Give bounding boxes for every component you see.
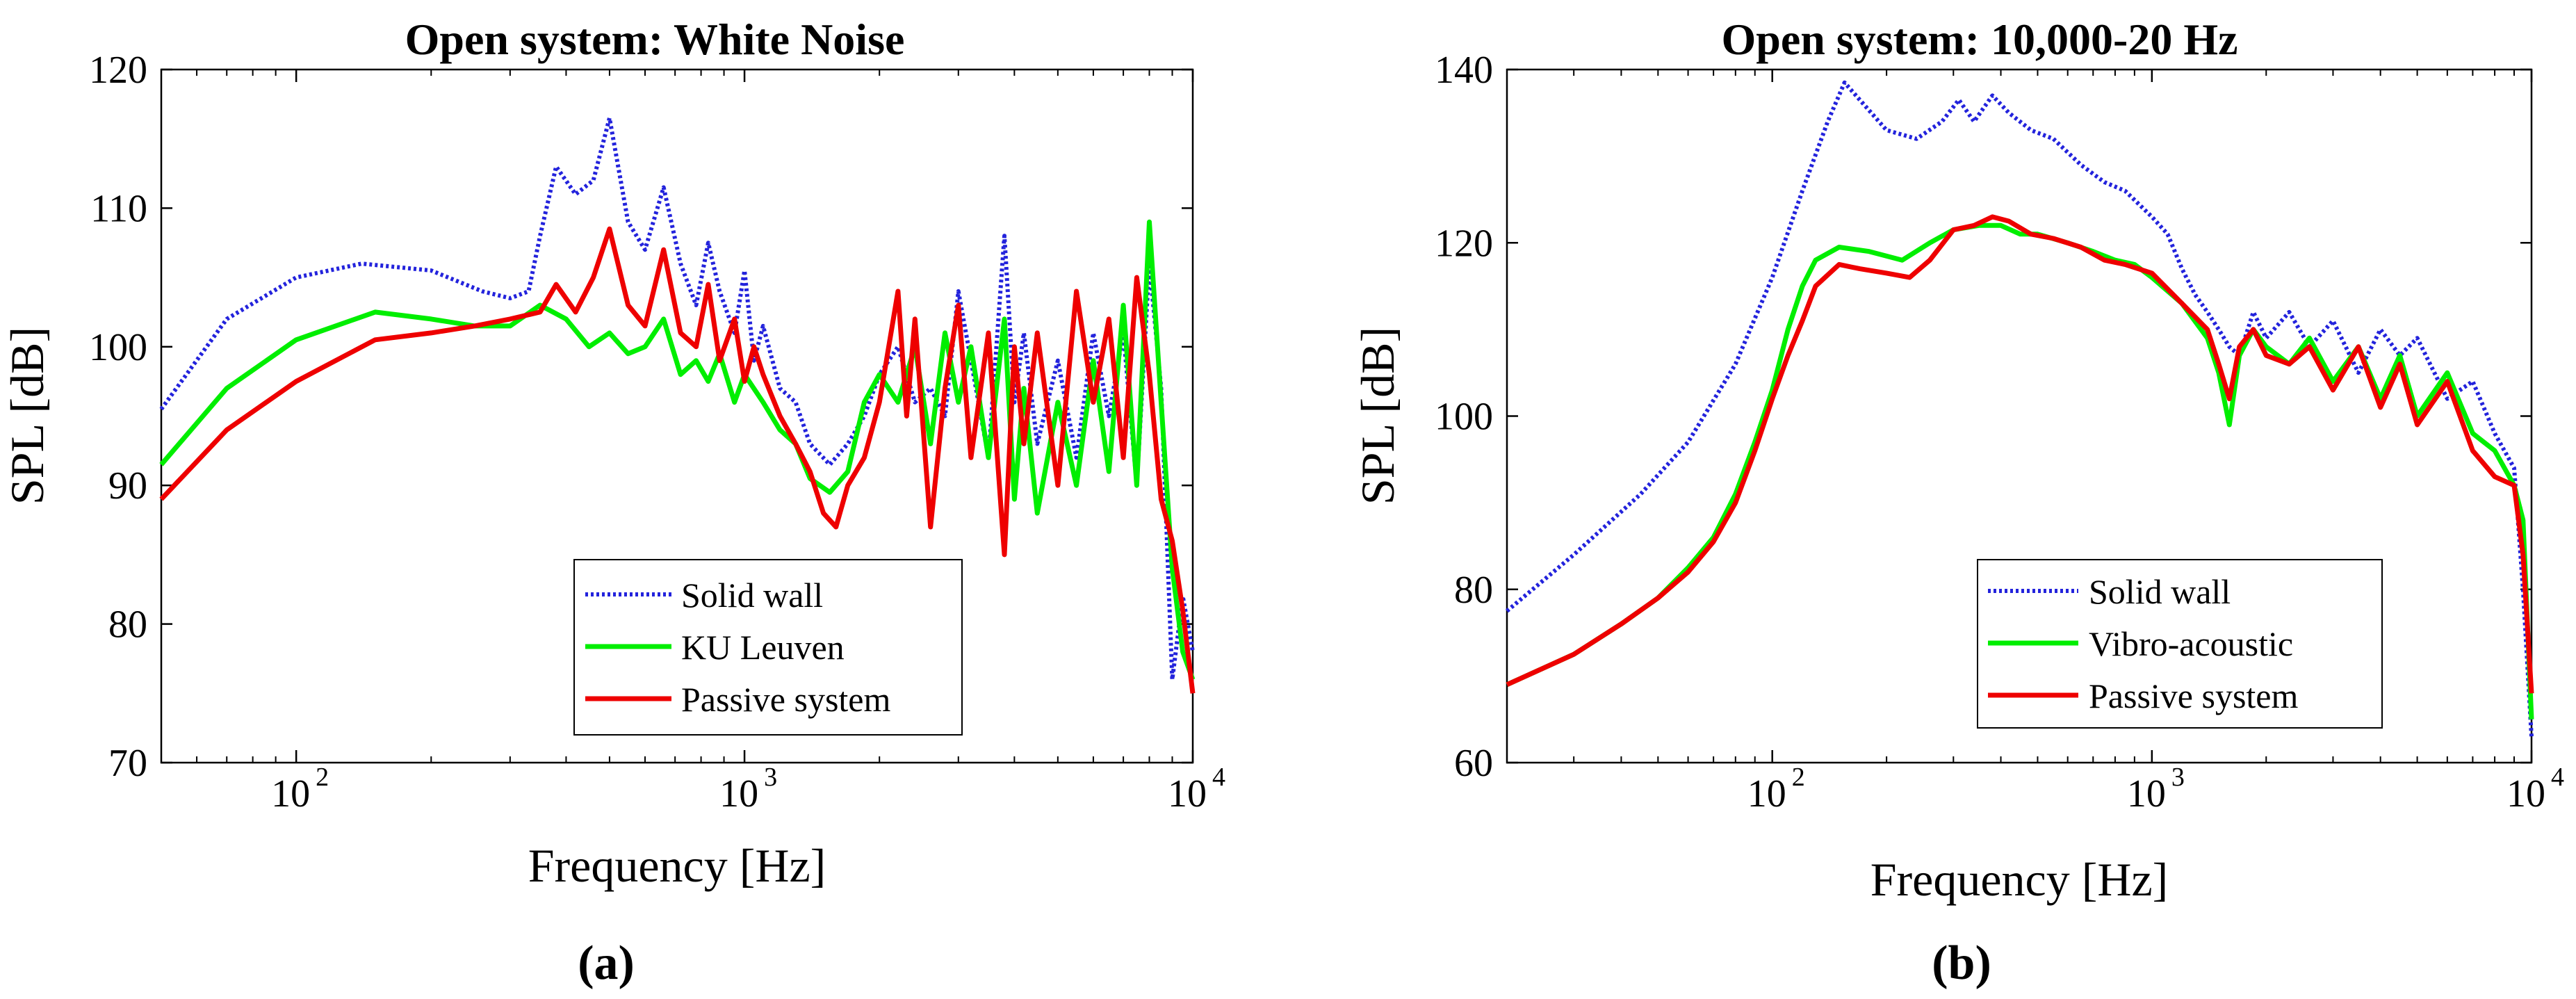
chart-a-ytick-label: 110 — [90, 187, 147, 230]
chart-b-xtick-exponent: 2 — [1792, 763, 1805, 792]
chart-b-ytick-label: 60 — [1454, 742, 1493, 785]
chart-a-series — [159, 115, 1196, 694]
chart-b-xtick-exponent: 4 — [2551, 763, 2564, 792]
chart-a-ytick-label: 80 — [108, 603, 147, 647]
chart-a-ytick-label: 70 — [108, 742, 147, 785]
chart-b-legend: Solid wall Vibro-acoustic Passive system — [1977, 559, 2383, 729]
chart-a-ylabel: SPL [dB] — [1, 327, 54, 505]
legend-b-solid-wall-label: Solid wall — [2089, 572, 2231, 611]
panel-label-b: (b) — [1932, 936, 1991, 990]
chart-a-ytick-label: 120 — [89, 49, 147, 92]
chart-a-ytick-label: 90 — [108, 464, 147, 507]
chart-b-ytick-label: 80 — [1454, 569, 1493, 612]
chart-b-title: Open system: 10,000-20 Hz — [1721, 15, 2237, 64]
chart-a-legend: Solid wall KU Leuven Passive system — [573, 559, 963, 736]
chart-a-title: Open system: White Noise — [405, 15, 905, 64]
chart-a-xtick-exponent: 4 — [1212, 763, 1225, 792]
chart-a-xtick-label: 10 — [1168, 772, 1207, 815]
chart-b-ytick-label: 120 — [1435, 222, 1493, 265]
chart-b-series-vibro-acoustic — [1506, 222, 2534, 720]
legend-a-solid-wall-label: Solid wall — [681, 576, 823, 615]
chart-b-series-solid-wall — [1506, 80, 2534, 737]
chart-a-plot-area — [160, 68, 1194, 764]
chart-b-xtick-label: 10 — [2127, 772, 2166, 815]
legend-a-ku-leuven-label: KU Leuven — [681, 628, 845, 667]
chart-b-xtick-label: 10 — [1747, 772, 1786, 815]
chart-b-ylabel: SPL [dB] — [1351, 327, 1404, 505]
chart-b-ytick-label: 140 — [1435, 49, 1493, 92]
legend-b-passive-system-label: Passive system — [2089, 676, 2299, 715]
legend-b-vibro-acoustic-label: Vibro-acoustic — [2089, 624, 2293, 663]
chart-b: Open system: 10,000-20 Hz 60 80 100 120 140 1… — [1351, 15, 2564, 990]
chart-a-series-passive-system — [159, 226, 1196, 694]
chart-b-series — [1506, 80, 2534, 737]
chart-a-xtick-label: 10 — [271, 772, 310, 815]
chart-b-series-passive-system — [1506, 214, 2534, 694]
chart-a-xtick-exponent: 3 — [764, 763, 777, 792]
chart-a-xtick-label: 10 — [719, 772, 758, 815]
chart-a-xtick-exponent: 2 — [316, 763, 329, 792]
chart-a-ytick-label: 100 — [89, 326, 147, 369]
panel-label-a: (a) — [578, 936, 635, 990]
chart-b-ytick-label: 100 — [1435, 396, 1493, 439]
chart-a-xlabel: Frequency [Hz] — [528, 839, 826, 892]
chart-b-xtick-exponent: 3 — [2171, 763, 2185, 792]
chart-b-xtick-label: 10 — [2506, 772, 2545, 815]
legend-a-passive-system-label: Passive system — [681, 680, 891, 719]
chart-a: Open system: White Noise 70 80 90 100 110 120… — [1, 15, 1225, 990]
chart-b-xlabel: Frequency [Hz] — [1870, 853, 2169, 906]
